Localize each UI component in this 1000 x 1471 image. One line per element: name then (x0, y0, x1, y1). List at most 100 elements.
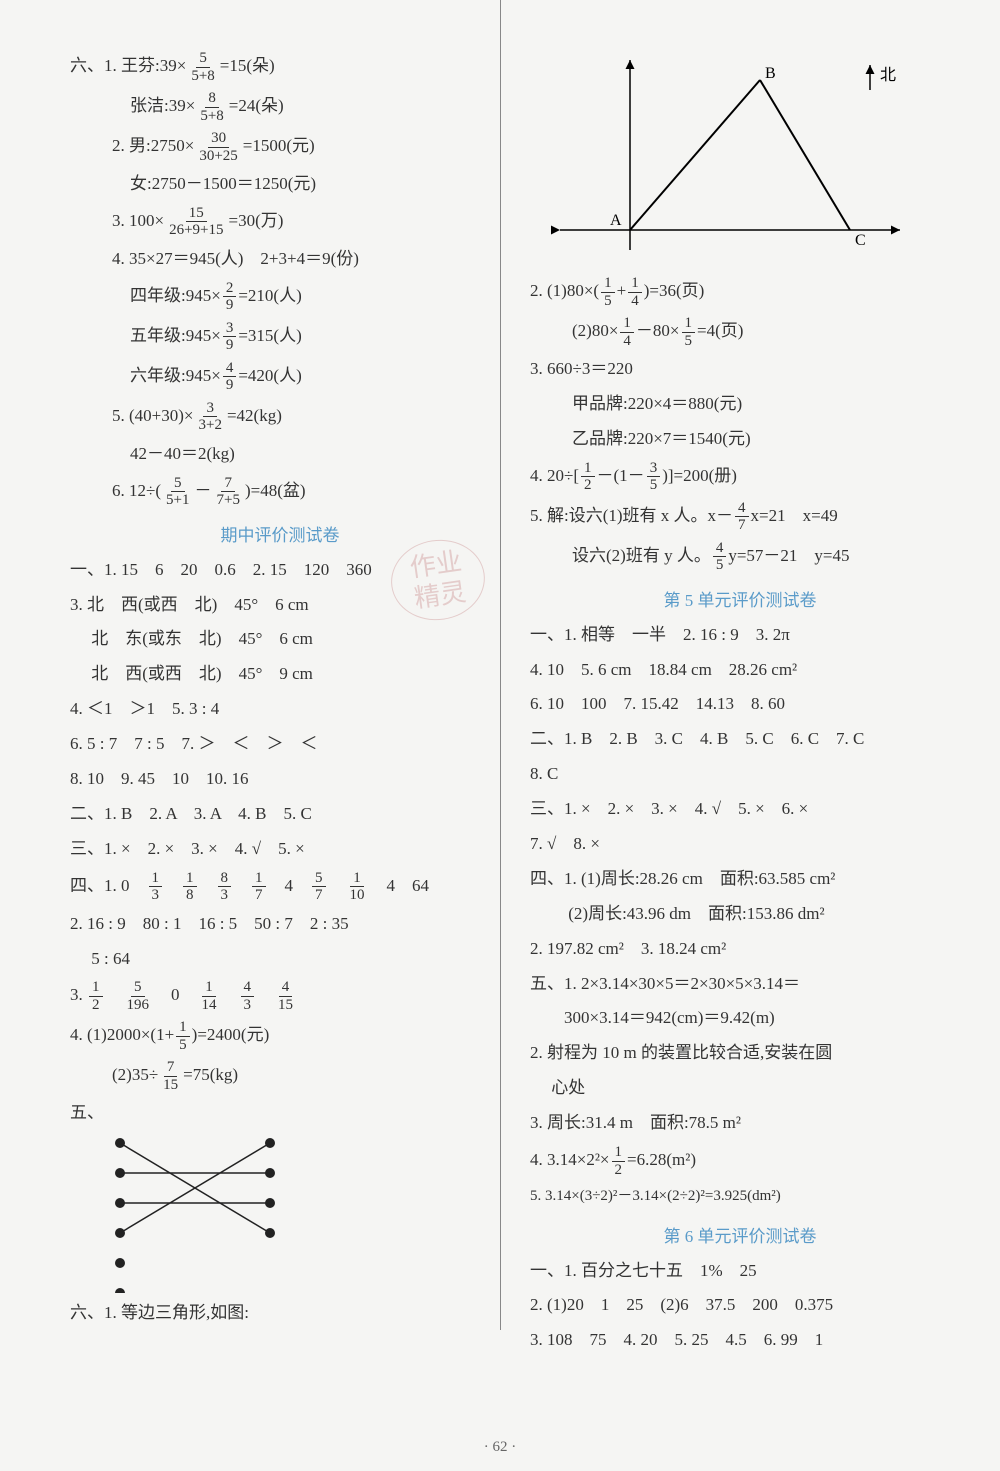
frac-num: 5 (171, 475, 185, 493)
frac-den: 5+8 (197, 108, 226, 125)
u5-s2-l1: 二、1. B 2. B 3. C 4. B 5. C 6. C 7. C (530, 725, 950, 754)
fd: 15 (160, 1077, 181, 1094)
fn: 7 (164, 1059, 178, 1077)
item6-f2: 77+5 (213, 475, 242, 509)
item5-num: 5. (112, 406, 125, 425)
sec6-item4-line1: 4. 35×27＝945(人) 2+3+4＝9(份) (70, 245, 490, 274)
sec6-item2-line1: 2. 男:2750×3030+25=1500(元) (70, 130, 490, 164)
i4p: 20÷ (547, 466, 573, 485)
i5n: 5. (530, 506, 543, 525)
sec6-item4-g6: 六年级:945×49=420(人) (70, 360, 490, 394)
page-number: · 62 · (484, 1439, 517, 1456)
fd: 10 (347, 887, 368, 904)
i5l2p: 设六(2)班有 y 人。 (572, 546, 711, 565)
g5-base: 945× (186, 326, 221, 345)
frac-den: 26+9+15 (166, 222, 226, 239)
f: 43 (241, 979, 255, 1013)
l5post: =6.28(m²) (627, 1150, 696, 1169)
male-result: =1500(元) (243, 136, 315, 155)
fd: 14 (199, 997, 220, 1014)
u5-s5-l1: 五、1. 2×3.14×30×5＝2×30×5×3.14＝ (530, 970, 950, 999)
i5l1p: 解:设六(1)班有 x 人。 (547, 506, 708, 525)
item1-num: 1. (104, 56, 117, 75)
l4br: =75(kg) (183, 1065, 238, 1084)
f: 715 (160, 1059, 181, 1093)
frac-den: 9 (223, 337, 237, 354)
right-column: A B C 北 2. (1)80×(15+14)=36(页) (2)80×14－… (505, 50, 950, 1451)
fd: 3 (241, 997, 255, 1014)
u5-s5-l3b: 心处 (530, 1074, 950, 1103)
i4n: 4. (530, 466, 543, 485)
i2l2r: =4(页) (697, 321, 743, 340)
fd: 5 (682, 333, 696, 350)
fn: 5 (312, 870, 326, 888)
mid-s4-l3: 3. 12 5196 0 114 43 415 (70, 979, 490, 1013)
frac-num: 3 (203, 400, 217, 418)
u6-l2: 2. (1)20 1 25 (2)6 37.5 200 0.375 (530, 1291, 950, 1320)
fd: 2 (612, 1162, 626, 1179)
g4-result: =210(人) (238, 286, 301, 305)
fd: 196 (124, 997, 153, 1014)
fd: 7 (312, 887, 326, 904)
item3-frac: 1526+9+15 (166, 205, 226, 239)
frac-num: 4 (223, 360, 237, 378)
label-A: A (610, 212, 622, 229)
s4-l3p: 3. (70, 985, 83, 1004)
f: 18 (183, 870, 197, 904)
eqpost: x=21 x=49 (751, 506, 838, 525)
label-C: C (855, 232, 866, 249)
sec6-item1-line1: 六、1. 王芬:39×55+8=15(朵) (70, 50, 490, 84)
fn: 1 (252, 870, 266, 888)
fd: 3 (149, 887, 163, 904)
l4bb: 35÷ (132, 1065, 158, 1084)
s5-label: 五、 (70, 1103, 104, 1122)
f: 15 (601, 275, 615, 309)
r-item3-l3: 乙品牌:220×7＝1540(元) (530, 425, 950, 454)
f: 17 (252, 870, 266, 904)
sec6-item2-line2: 女:2750－1500＝1250(元) (70, 170, 490, 199)
frac-num: 15 (186, 205, 207, 223)
f: 110 (347, 870, 368, 904)
l4r: =2400(元) (197, 1025, 269, 1044)
u5-s4-l3: 2. 197.82 cm² 3. 18.24 cm² (530, 935, 950, 964)
i4r: =200(册) (674, 466, 737, 485)
lp: (1－ (614, 466, 645, 485)
mid-s4-l2: 2. 16 : 9 80 : 1 16 : 5 50 : 7 2 : 35 (70, 910, 490, 939)
g5-frac: 39 (223, 320, 237, 354)
item5-result: =42(kg) (227, 406, 282, 425)
matching-diagram (100, 1133, 300, 1293)
sec6-item4-g5: 五年级:945×39=315(人) (70, 320, 490, 354)
fn: 1 (682, 315, 696, 333)
fd: 2 (581, 477, 595, 494)
minus: － (194, 481, 211, 500)
u5-s1-l3: 6. 10 100 7. 15.42 14.13 8. 60 (530, 690, 950, 719)
u6-l1: 一、1. 百分之七十五 1% 25 (530, 1257, 950, 1286)
zhangjie-frac: 85+8 (197, 90, 226, 124)
frac-den: 9 (223, 297, 237, 314)
fn: 1 (620, 315, 634, 333)
mid-s5: 五、 (70, 1099, 490, 1293)
u5-s4-l2: (2)周长:43.96 dm 面积:153.86 dm² (530, 900, 950, 929)
g5-result: =315(人) (238, 326, 301, 345)
g6-label: 六年级: (130, 366, 186, 385)
f: 13 (149, 870, 163, 904)
f: 12 (581, 460, 595, 494)
mid-s4-l4b: (2)35÷715=75(kg) (70, 1059, 490, 1093)
l4b: 2000× (107, 1025, 151, 1044)
mid-s4-l4: 4. (1)2000×(1+15)=2400(元) (70, 1019, 490, 1053)
wangfen-frac: 55+8 (188, 50, 217, 84)
item6-f1: 55+1 (163, 475, 192, 509)
frac-den: 3+2 (196, 417, 225, 434)
fn: 4 (713, 540, 727, 558)
lb: [ (573, 466, 579, 485)
sec6-item5-line1: 5. (40+30)×33+2=42(kg) (70, 400, 490, 434)
fd: 4 (620, 333, 634, 350)
r-item3-l1: 3. 660÷3＝220 (530, 355, 950, 384)
fn: 4 (735, 500, 749, 518)
f: 5196 (124, 979, 153, 1013)
f: 14 (628, 275, 642, 309)
label-B: B (765, 65, 776, 82)
item6-result: =48(盆) (251, 481, 306, 500)
u6-l3: 3. 108 75 4. 20 5. 25 4.5 6. 99 1 (530, 1326, 950, 1355)
lparen: ( (155, 481, 161, 500)
